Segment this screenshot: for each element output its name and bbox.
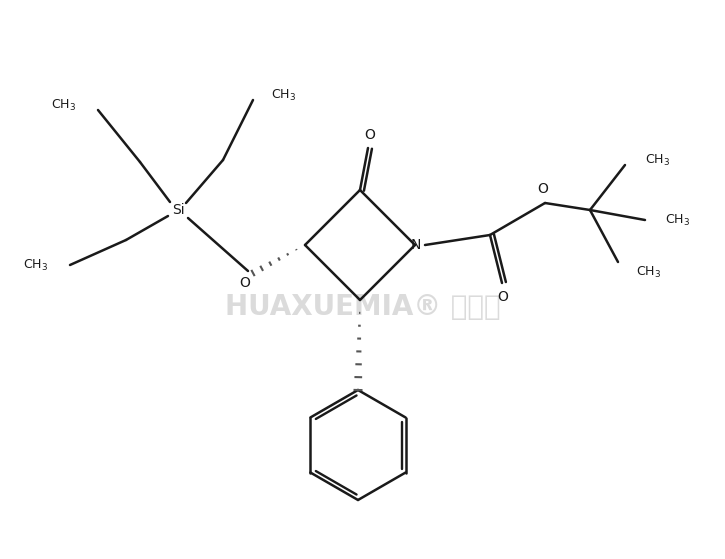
Text: O: O	[537, 182, 548, 196]
Text: CH$_3$: CH$_3$	[645, 153, 670, 168]
Text: HUAXUEMIA® 化学加: HUAXUEMIA® 化学加	[225, 293, 500, 321]
Text: CH$_3$: CH$_3$	[665, 212, 690, 228]
Text: O: O	[239, 276, 250, 290]
Text: CH$_3$: CH$_3$	[23, 258, 48, 273]
Text: CH$_3$: CH$_3$	[51, 97, 76, 112]
Text: CH$_3$: CH$_3$	[636, 264, 661, 280]
Text: O: O	[497, 290, 508, 304]
Text: Si: Si	[172, 203, 184, 217]
Text: N: N	[411, 238, 421, 252]
Text: CH$_3$: CH$_3$	[271, 87, 296, 102]
Text: O: O	[365, 128, 376, 142]
